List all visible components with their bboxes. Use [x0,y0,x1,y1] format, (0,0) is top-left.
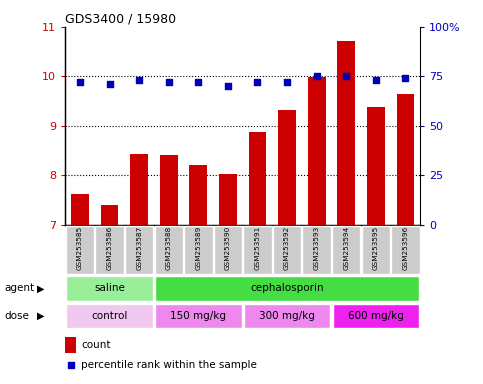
Text: 600 mg/kg: 600 mg/kg [348,311,404,321]
Text: GSM253590: GSM253590 [225,226,231,270]
Bar [189,166,207,225]
FancyBboxPatch shape [213,226,242,274]
Bar [278,110,296,225]
Point [135,77,143,83]
Text: GSM253591: GSM253591 [255,226,260,270]
Text: control: control [91,311,128,321]
Point [106,81,114,87]
Text: GSM253585: GSM253585 [77,226,83,270]
Bar [308,77,326,225]
Point [165,79,172,85]
Bar [367,107,384,225]
Text: dose: dose [5,311,30,321]
Point [224,83,232,89]
Text: GSM253592: GSM253592 [284,226,290,270]
Bar [130,154,148,225]
Bar [397,94,414,225]
Text: count: count [81,340,111,350]
Point [283,79,291,85]
Text: agent: agent [5,283,35,293]
FancyBboxPatch shape [66,304,153,328]
Point [195,79,202,85]
Bar [219,174,237,225]
FancyBboxPatch shape [155,226,183,274]
Text: GDS3400 / 15980: GDS3400 / 15980 [65,13,176,26]
Point [372,77,380,83]
Point [76,79,84,85]
Text: GSM253595: GSM253595 [373,226,379,270]
FancyBboxPatch shape [243,226,272,274]
Text: ▶: ▶ [37,283,45,293]
FancyBboxPatch shape [184,226,213,274]
Text: GSM253593: GSM253593 [313,226,320,270]
Bar [101,205,118,225]
FancyBboxPatch shape [155,304,242,328]
FancyBboxPatch shape [155,276,419,301]
Bar [65,337,76,353]
Text: 150 mg/kg: 150 mg/kg [170,311,227,321]
FancyBboxPatch shape [302,226,331,274]
Point [254,79,261,85]
Point [342,73,350,79]
FancyBboxPatch shape [66,226,94,274]
Text: GSM253596: GSM253596 [402,226,409,270]
Text: 300 mg/kg: 300 mg/kg [259,311,315,321]
Text: GSM253589: GSM253589 [195,226,201,270]
FancyBboxPatch shape [391,226,420,274]
FancyBboxPatch shape [66,276,153,301]
FancyBboxPatch shape [273,226,301,274]
Bar [160,156,178,225]
Text: GSM253594: GSM253594 [343,226,349,270]
Bar [337,41,355,225]
Text: GSM253587: GSM253587 [136,226,142,270]
Point [287,256,295,262]
Bar [71,194,89,225]
FancyBboxPatch shape [244,304,330,328]
Point [313,73,321,79]
FancyBboxPatch shape [333,304,419,328]
Text: GSM253586: GSM253586 [107,226,113,270]
Point [401,75,409,81]
Text: ▶: ▶ [37,311,45,321]
FancyBboxPatch shape [125,226,154,274]
Text: saline: saline [94,283,125,293]
Text: GSM253588: GSM253588 [166,226,172,270]
FancyBboxPatch shape [362,226,390,274]
FancyBboxPatch shape [332,226,360,274]
Text: cephalosporin: cephalosporin [250,283,324,293]
Bar [249,132,267,225]
FancyBboxPatch shape [95,226,124,274]
Text: percentile rank within the sample: percentile rank within the sample [81,360,257,371]
